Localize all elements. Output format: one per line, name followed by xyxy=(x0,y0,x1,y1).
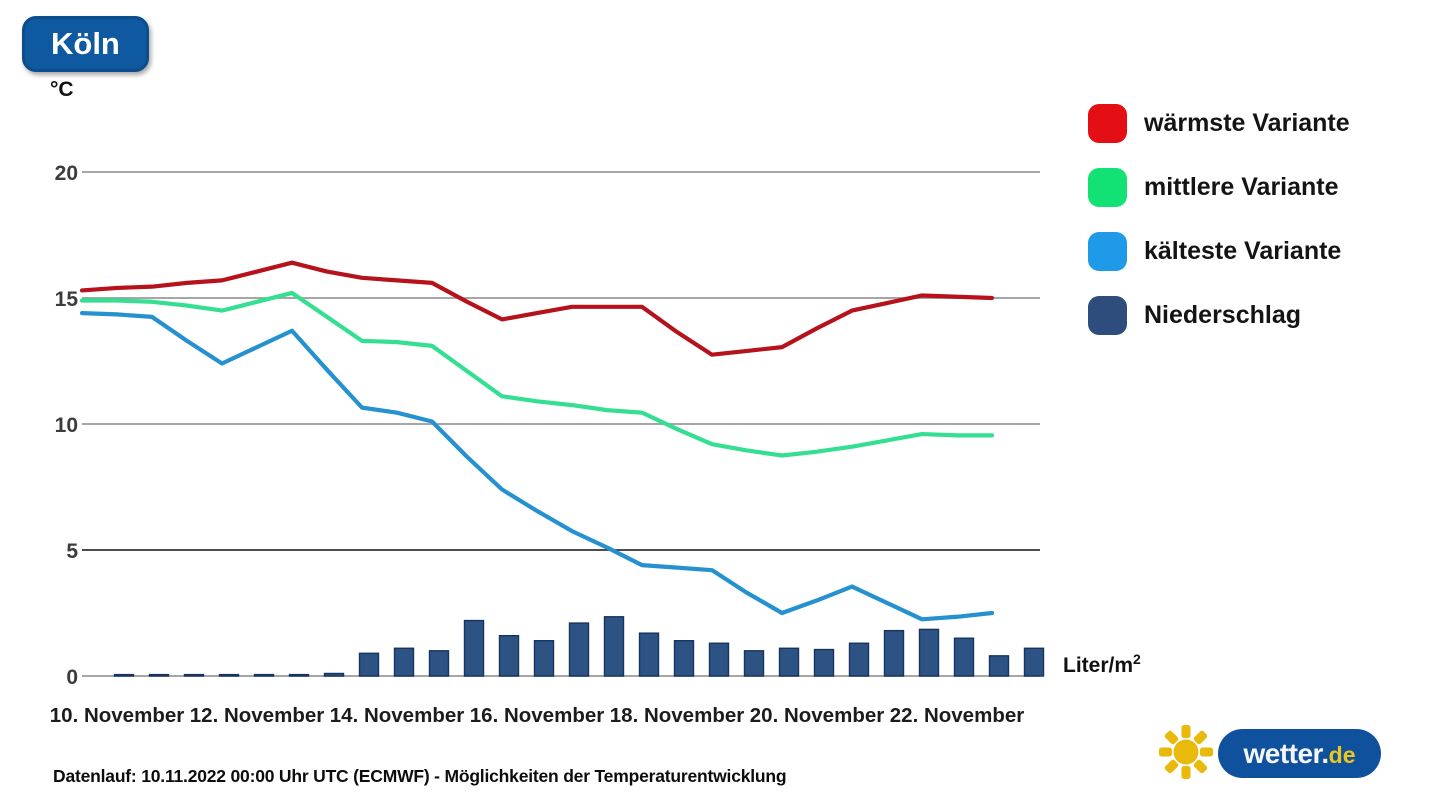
line-warm-variant xyxy=(79,260,995,357)
y-tick-label-5: 5 xyxy=(66,540,78,563)
precip-bar xyxy=(778,647,800,677)
precip-unit-label: Liter/m2 xyxy=(1063,651,1141,677)
legend-label: kälteste Variante xyxy=(1144,236,1342,265)
precip-bar xyxy=(568,622,590,677)
x-tick-label: 18. November xyxy=(610,704,744,727)
x-tick-label: 20. November xyxy=(750,704,884,727)
x-tick-label: 10. November xyxy=(50,704,184,727)
sun-ray xyxy=(1181,725,1191,738)
precip-bar xyxy=(848,642,870,677)
sun-ray xyxy=(1159,747,1172,757)
precip-bar xyxy=(428,650,450,677)
precip-bar xyxy=(953,637,975,677)
precip-bar xyxy=(1023,647,1045,677)
precip-bar xyxy=(183,673,205,677)
x-tick-label: 14. November xyxy=(330,704,464,727)
legend-label: mittlere Variante xyxy=(1144,172,1339,201)
precip-bar xyxy=(463,619,485,677)
x-tick-label: 22. November xyxy=(890,704,1024,727)
legend-label: Niederschlag xyxy=(1144,300,1302,329)
y-tick-label-0: 0 xyxy=(66,666,78,689)
precip-bar xyxy=(988,655,1010,677)
city-button[interactable]: Köln xyxy=(22,16,149,73)
data-run-caption: Datenlauf: 10.11.2022 00:00 Uhr UTC (ECM… xyxy=(53,766,787,786)
x-tick-label: 16. November xyxy=(470,704,604,727)
precip-bar xyxy=(813,648,835,677)
y-tick-label-15: 15 xyxy=(55,288,79,311)
y-axis-unit-label: °C xyxy=(50,78,74,101)
legend-swatch-icon xyxy=(1088,231,1127,271)
legend-swatch-icon xyxy=(1088,167,1127,207)
precip-bar xyxy=(393,647,415,677)
precip-bar xyxy=(708,642,730,677)
legend-item-0: wärmste Variante xyxy=(1088,103,1350,143)
legend-label: wärmste Variante xyxy=(1144,108,1350,137)
sun-ray xyxy=(1200,747,1213,757)
legend-item-2: kälteste Variante xyxy=(1088,231,1350,271)
precip-bar xyxy=(918,628,940,677)
chart-legend: wärmste Variante mittlere Variante kältest… xyxy=(1088,103,1350,359)
legend-item-1: mittlere Variante xyxy=(1088,167,1350,207)
x-tick-label: 12. November xyxy=(190,704,324,727)
logo-brand-text: wetter. xyxy=(1243,737,1329,769)
sun-ray xyxy=(1193,730,1208,745)
legend-swatch-icon xyxy=(1088,295,1127,335)
precip-bar xyxy=(883,629,905,677)
y-tick-label-10: 10 xyxy=(55,414,78,437)
sun-ray xyxy=(1181,766,1191,779)
sun-ray xyxy=(1193,759,1208,774)
logo-tld-text: de xyxy=(1328,741,1356,768)
precip-bar xyxy=(603,616,625,677)
precip-bars xyxy=(113,616,1045,677)
legend-swatch-icon xyxy=(1088,103,1127,143)
precip-bar xyxy=(148,673,170,677)
precip-bar xyxy=(288,673,310,677)
y-tick-label-20: 20 xyxy=(55,162,78,185)
gridlines: 0 5 10 15 20 xyxy=(55,162,1040,689)
wetter-de-wordmark[interactable]: wetter. de xyxy=(1218,729,1381,778)
precip-bar xyxy=(113,673,135,677)
precip-bar xyxy=(218,673,240,677)
legend-item-3: Niederschlag xyxy=(1088,295,1350,335)
line-middle-variant xyxy=(79,290,995,458)
precip-bar xyxy=(743,650,765,677)
precip-bar xyxy=(673,640,695,677)
precip-bar xyxy=(533,640,555,677)
x-axis-labels: 10. November 12. November 14. November 16. … xyxy=(50,704,1024,727)
precip-bar xyxy=(253,673,275,677)
sun-ray xyxy=(1164,730,1179,745)
precip-bar xyxy=(498,634,520,677)
line-cold-variant xyxy=(79,311,995,622)
wetter-de-logo[interactable]: wetter. de xyxy=(1156,718,1388,786)
precip-bar xyxy=(638,632,660,677)
sun-ray xyxy=(1164,759,1179,774)
sun-icon xyxy=(1159,725,1213,779)
sun-core xyxy=(1173,739,1199,765)
precip-bar xyxy=(323,672,345,677)
precip-bar xyxy=(358,652,380,677)
